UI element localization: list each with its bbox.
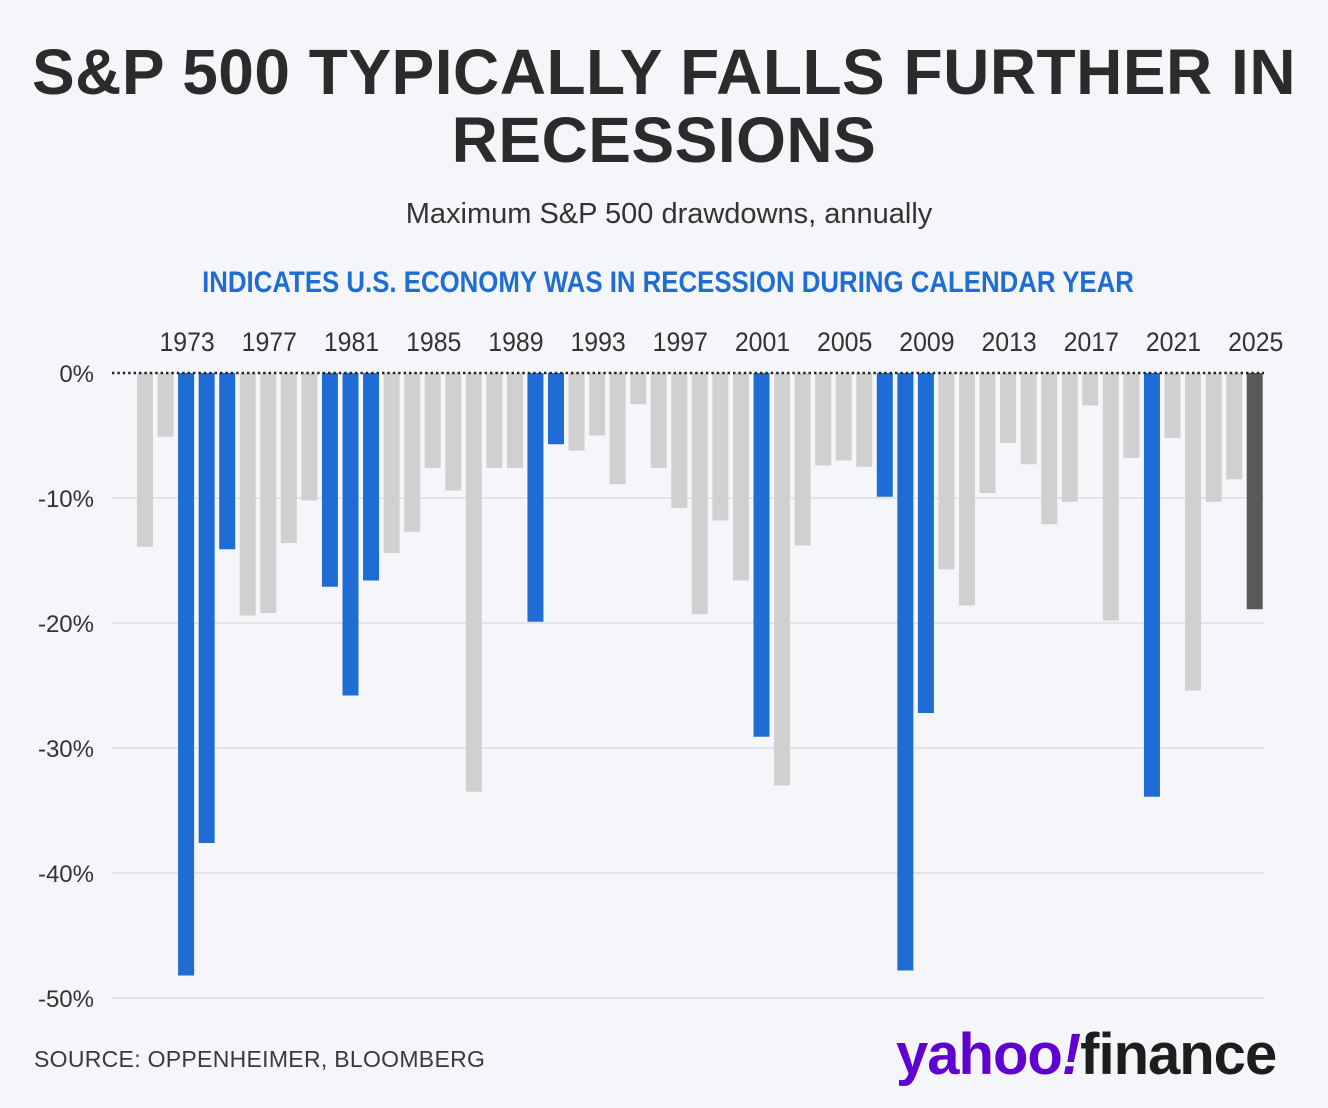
bar-1990	[527, 373, 544, 622]
bar-2025	[1246, 373, 1263, 610]
logo-exclamation: !	[1061, 1022, 1081, 1087]
y-tick-label: -40%	[38, 861, 94, 888]
x-tick-label: 2013	[981, 328, 1036, 357]
bar-1988	[486, 373, 503, 468]
bar-1993	[589, 373, 606, 436]
bar-1979	[301, 373, 318, 501]
bars	[137, 373, 1263, 976]
y-tick-label: -10%	[38, 486, 94, 513]
bar-2013	[1000, 373, 1017, 443]
y-tick-label: -30%	[38, 736, 94, 763]
bar-2023	[1205, 373, 1222, 502]
bar-1995	[630, 373, 647, 405]
bar-2002	[774, 373, 791, 786]
bar-2015	[1041, 373, 1058, 525]
bar-1994	[609, 373, 626, 485]
bar-2000	[732, 373, 749, 581]
bar-1985	[424, 373, 441, 468]
bar-2020	[1143, 373, 1160, 797]
bar-1981	[342, 373, 359, 696]
bar-2018	[1102, 373, 1119, 621]
logo-yahoo-text: yahoo	[896, 1022, 1063, 1087]
chart-subtitle: Maximum S&P 500 drawdowns, annually	[405, 198, 933, 230]
source-note: SOURCE: OPPENHEIMER, BLOOMBERG	[34, 1046, 486, 1072]
x-tick-label: 1981	[324, 328, 379, 357]
x-tick-label: 1993	[570, 328, 625, 357]
yahoo-finance-logo: yahoo!finance	[896, 1020, 1277, 1090]
bar-2012	[979, 373, 996, 493]
logo-finance-text: finance	[1080, 1022, 1277, 1087]
bar-1982	[363, 373, 380, 581]
x-tick-label: 2021	[1146, 328, 1201, 357]
bar-2014	[1020, 373, 1037, 465]
bar-1997	[671, 373, 688, 508]
y-tick-label: 0%	[59, 361, 94, 388]
bar-2001	[753, 373, 770, 737]
bar-2003	[794, 373, 811, 546]
bar-1989	[506, 373, 523, 468]
bar-1973	[178, 373, 195, 976]
x-tick-label: 2017	[1064, 328, 1119, 357]
bar-1971	[137, 373, 153, 547]
bar-1978	[280, 373, 297, 543]
y-tick-label: -20%	[38, 611, 94, 638]
bar-1996	[650, 373, 667, 468]
x-tick-label: 2025	[1228, 328, 1283, 357]
bar-2019	[1123, 373, 1140, 458]
bar-2006	[856, 373, 873, 467]
bar-1986	[445, 373, 462, 491]
x-tick-label: 2001	[735, 328, 790, 357]
bar-2017	[1082, 373, 1099, 406]
x-tick-label: 1977	[242, 328, 297, 357]
grid-lines	[112, 497, 1264, 999]
x-tick-label: 2005	[817, 328, 872, 357]
x-axis-ticks: 1973 1977 1981 1985 1989 1993 1997 2001 2005 2009…	[159, 328, 1283, 357]
x-tick-label: 1989	[488, 328, 543, 357]
bar-2010	[938, 373, 955, 570]
bar-2022	[1185, 373, 1202, 691]
bar-1991	[548, 373, 564, 445]
y-tick-label: -50%	[38, 986, 94, 1013]
bar-1998	[691, 373, 708, 615]
x-tick-label: 1985	[406, 328, 461, 357]
bar-2009	[917, 373, 934, 713]
bar-1975	[219, 373, 236, 550]
x-tick-label: 2009	[899, 328, 954, 357]
bar-1983	[383, 373, 400, 553]
bar-2008	[897, 373, 914, 971]
bar-1972	[157, 373, 174, 437]
bar-2005	[835, 373, 852, 461]
bar-2011	[959, 373, 975, 606]
x-tick-label: 1973	[159, 328, 214, 357]
bar-1984	[404, 373, 421, 532]
bar-1999	[712, 373, 729, 521]
bar-2004	[815, 373, 832, 466]
bar-1987	[465, 373, 482, 792]
bar-2024	[1226, 373, 1243, 480]
bar-2016	[1061, 373, 1078, 502]
drawdown-bar-chart: 0%-10%-20%-30%-40%-50% 1973 1977 1981 1985 1…	[38, 328, 1283, 1013]
bar-1977	[260, 373, 277, 613]
bar-2007	[876, 373, 893, 497]
bar-1980	[321, 373, 338, 587]
bar-1976	[239, 373, 256, 616]
x-tick-label: 1997	[653, 328, 708, 357]
bar-1974	[198, 373, 215, 843]
bar-1992	[568, 373, 585, 451]
recession-legend-note: INDICATES U.S. ECONOMY WAS IN RECESSION …	[202, 266, 1134, 299]
chart-title: S&P 500 TYPICALLY FALLS FURTHER IN RECES…	[31, 36, 1297, 176]
y-axis-ticks: 0% -10% -20% -30% -40% -50%	[38, 361, 94, 1013]
bar-2021	[1164, 373, 1181, 438]
